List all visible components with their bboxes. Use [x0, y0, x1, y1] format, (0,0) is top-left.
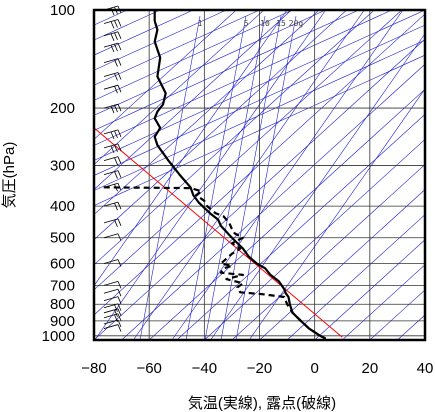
- y-tick-label-4: 500: [50, 230, 75, 247]
- adiabat-line-7: [94, 10, 326, 116]
- y-tick-label-3: 400: [50, 198, 75, 215]
- isotherm-line-19: [397, 314, 425, 340]
- wind-barb-12: [103, 182, 122, 192]
- adiabat-line-4: [94, 10, 227, 71]
- wind-barb-9: [103, 143, 122, 154]
- x-tick-label-0: −80: [81, 360, 106, 377]
- isotherm-line-13: [231, 164, 425, 340]
- wind-barb-11: [103, 170, 122, 179]
- y-tick-label-5: 600: [50, 256, 75, 273]
- x-axis-label: 気温(実線), 露点(破線): [188, 395, 336, 412]
- wind-barb-14: [103, 218, 122, 227]
- wind-barb-13: [103, 201, 122, 211]
- isotherm-line-9: [121, 63, 425, 340]
- adiabat-line-9: [94, 10, 393, 146]
- wind-barb-2: [103, 31, 122, 41]
- mixing-ratio-label-2: 10: [260, 19, 270, 28]
- moist-adiabat-line-0: [94, 10, 288, 287]
- mixing-ratio-line-3: [220, 15, 282, 340]
- mixing-ratio-line-4: [235, 15, 297, 340]
- y-tick-label-0: 100: [50, 2, 75, 19]
- wind-barb-15: [103, 233, 122, 241]
- wind-barb-21: [103, 308, 122, 317]
- wind-barb-18: [103, 288, 122, 297]
- reference-line: [94, 127, 343, 338]
- moist-adiabat-line-4: [210, 33, 425, 340]
- isotherm-line-15: [286, 214, 425, 340]
- wind-barb-17: [103, 280, 122, 289]
- plot-area: [94, 10, 343, 340]
- mixing-ratio-line-0: [139, 15, 201, 340]
- mixing-ratio-line-2: [204, 15, 266, 340]
- y-tick-label-6: 700: [50, 277, 75, 294]
- mixing-ratio-label-0: 1: [198, 19, 203, 28]
- isotherm-line-1: [94, 10, 265, 165]
- plot-frame: [92, 8, 427, 342]
- mixing-ratio-line-1: [185, 15, 247, 340]
- wind-barb-0: [103, 5, 122, 16]
- isotherm-line-5: [94, 10, 375, 266]
- wind-barbs: [103, 5, 122, 332]
- wind-barb-7: [103, 103, 122, 114]
- x-axis-ticks: −80 −60 −40 −20 0 20 40: [81, 360, 433, 377]
- x-tick-label-1: −60: [136, 360, 161, 377]
- adiabat-line-3: [94, 10, 194, 56]
- isotherm-line-7: [94, 13, 425, 316]
- y-tick-label-7: 800: [50, 296, 75, 313]
- wind-barb-1: [103, 19, 122, 29]
- y-tick-label-9: 1000: [42, 328, 75, 345]
- wind-barb-23: [103, 319, 122, 328]
- y-tick-label-2: 300: [50, 157, 75, 174]
- isotherm-line-20: [424, 339, 425, 340]
- adiabat-line-2: [94, 10, 161, 41]
- wind-barb-3: [103, 42, 122, 53]
- mixing-ratio-label-1: 5: [244, 19, 249, 28]
- x-tick-label-3: −20: [247, 360, 272, 377]
- temperature-line: [153, 10, 327, 340]
- isotherm-line-4: [94, 10, 347, 241]
- x-tick-label-4: 0: [310, 360, 318, 377]
- wind-barb-10: [103, 156, 122, 165]
- adiabat-line-6: [94, 10, 293, 101]
- dewpoint-line: [99, 186, 327, 340]
- wind-barb-19: [103, 296, 122, 304]
- y-axis-label: 気圧(hPa): [1, 142, 18, 209]
- mixing-ratio-label-4: 20g: [289, 19, 304, 28]
- adiabat-line-8: [94, 10, 359, 131]
- moist-adiabat-line-1: [94, 10, 326, 340]
- wind-barb-24: [103, 324, 122, 332]
- isotherm-line-2: [94, 10, 292, 190]
- adiabat-line-5: [94, 10, 260, 86]
- x-tick-label-5: 20: [361, 360, 378, 377]
- wind-barb-4: [103, 58, 122, 67]
- wind-barb-20: [103, 303, 122, 312]
- wind-barb-16: [103, 259, 122, 267]
- moist-adiabat-line-2: [133, 10, 365, 340]
- mixing-ratio-labels: 1 5 10 15 20g: [198, 19, 304, 28]
- x-tick-label-6: 40: [417, 360, 434, 377]
- mixing-ratio-label-3: 15: [276, 19, 286, 28]
- wind-barb-6: [103, 84, 122, 94]
- isotherm-line-0: [94, 10, 237, 140]
- wind-barb-8: [103, 129, 122, 140]
- wind-barb-5: [103, 72, 122, 81]
- y-tick-label-1: 200: [50, 100, 75, 117]
- adiabat-line-10: [94, 10, 425, 161]
- y-tick-label-8: 900: [50, 313, 75, 330]
- isotherm-line-3: [94, 10, 320, 216]
- x-tick-label-2: −40: [192, 360, 217, 377]
- isotherm-line-17: [342, 264, 425, 340]
